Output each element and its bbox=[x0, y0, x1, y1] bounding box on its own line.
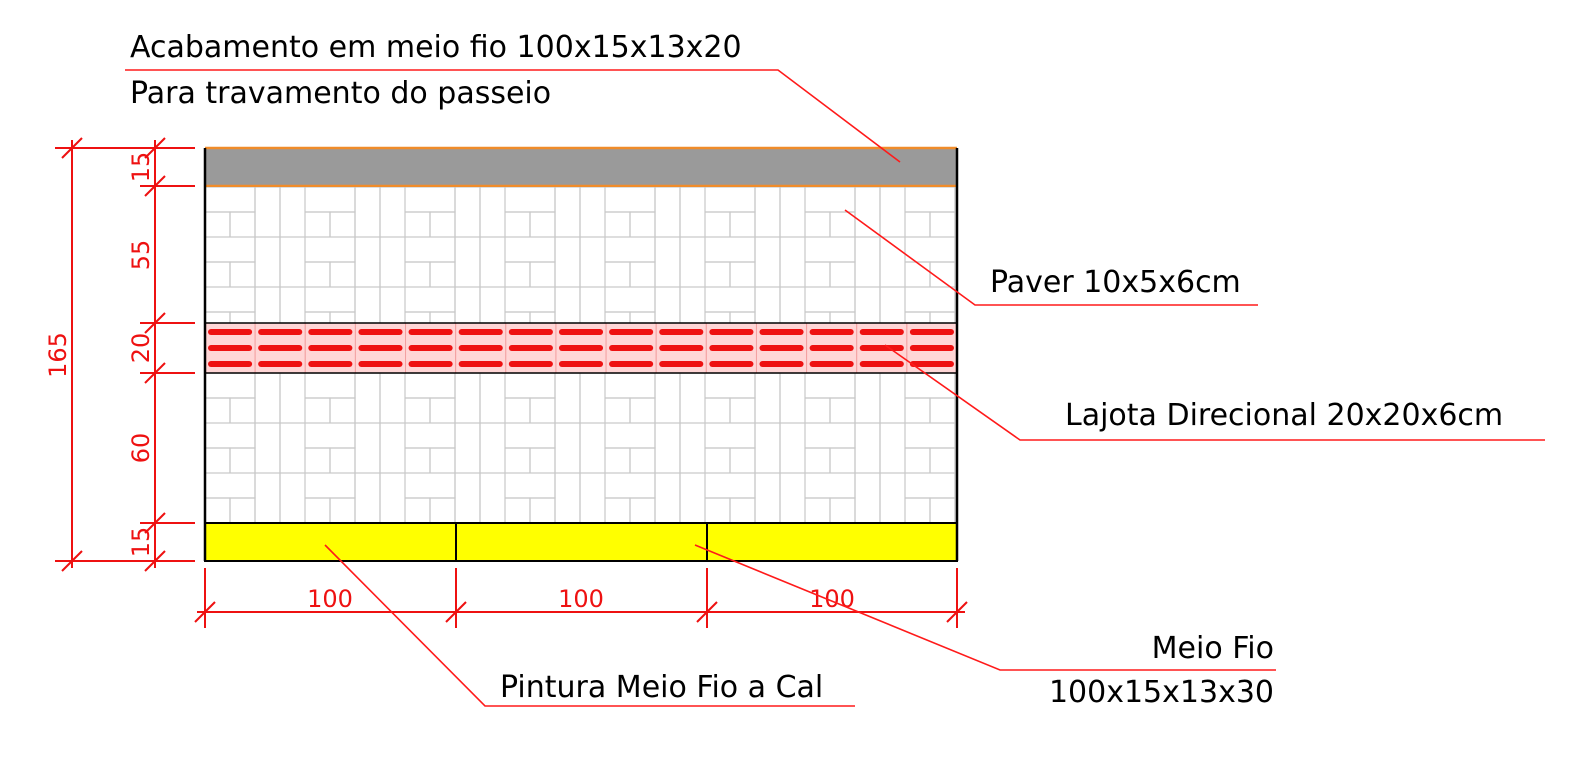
dim-width-1-text: 100 bbox=[307, 585, 353, 613]
curb-bottom-label-line1: Meio Fio bbox=[1152, 631, 1274, 666]
paver-label: Paver 10x5x6cm bbox=[990, 265, 1241, 300]
curb-top-band bbox=[205, 148, 957, 186]
curb-bottom-label-line2: 100x15x13x30 bbox=[1049, 675, 1274, 710]
vertical-dimension-segments bbox=[140, 137, 195, 572]
dim-seg-2-text: 55 bbox=[127, 240, 155, 271]
leader-lines bbox=[125, 69, 1545, 707]
painting-label: Pintura Meio Fio a Cal bbox=[500, 670, 823, 705]
dim-seg-5-text: 15 bbox=[127, 527, 155, 558]
tactile-tiles bbox=[204, 322, 958, 374]
curb-top-label-line1: Acabamento em meio fio 100x15x13x20 bbox=[130, 30, 742, 65]
dim-width-2-text: 100 bbox=[558, 585, 604, 613]
dim-seg-3-text: 20 bbox=[127, 333, 155, 364]
paver-area-upper bbox=[205, 187, 957, 323]
tactile-label: Lajota Direcional 20x20x6cm bbox=[1065, 398, 1503, 433]
dim-total-text: 165 bbox=[44, 332, 72, 378]
horizontal-dimension bbox=[194, 568, 968, 628]
curb-top-label-line2: Para travamento do passeio bbox=[130, 76, 551, 111]
curb-bottom-band bbox=[204, 522, 958, 562]
paver-area-lower bbox=[205, 373, 957, 523]
vertical-dimension-total bbox=[55, 137, 195, 572]
dim-seg-1-text: 15 bbox=[127, 152, 155, 183]
dim-width-3-text: 100 bbox=[809, 585, 855, 613]
dim-seg-4-text: 60 bbox=[127, 433, 155, 464]
